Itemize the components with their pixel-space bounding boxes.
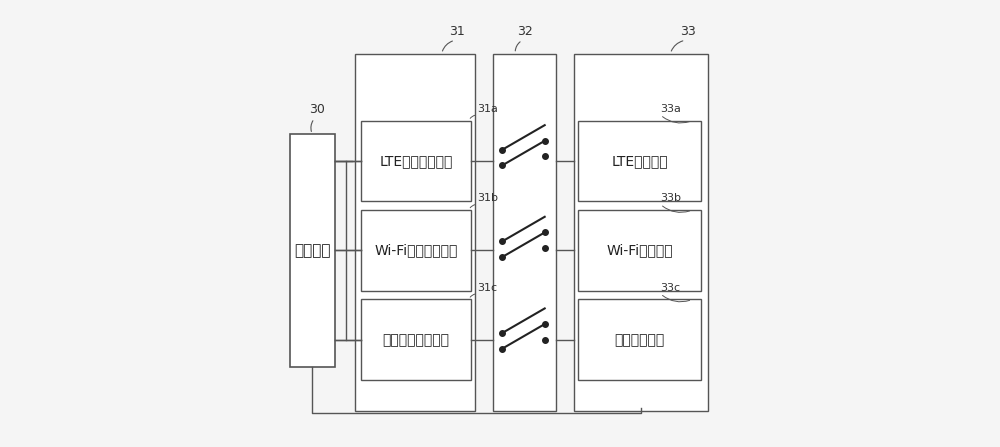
Text: 蓝牙调制解调电路: 蓝牙调制解调电路 [383,333,450,347]
FancyBboxPatch shape [355,54,475,411]
Text: 31b: 31b [478,194,499,203]
FancyBboxPatch shape [578,299,701,380]
Text: 31a: 31a [478,104,499,114]
Text: 31c: 31c [478,283,498,293]
Text: 控制芯片: 控制芯片 [294,243,331,258]
FancyBboxPatch shape [361,121,471,201]
Text: 33b: 33b [660,194,681,203]
Text: Wi-Fi调制解调电路: Wi-Fi调制解调电路 [374,243,458,257]
Text: LTE调制解调电路: LTE调制解调电路 [380,154,453,168]
Text: LTE射频链路: LTE射频链路 [611,154,668,168]
FancyBboxPatch shape [493,54,556,411]
Text: Wi-Fi射频链路: Wi-Fi射频链路 [606,243,673,257]
Text: 蓝牙射频链路: 蓝牙射频链路 [615,333,665,347]
FancyBboxPatch shape [574,54,708,411]
FancyBboxPatch shape [578,121,701,201]
Text: 33: 33 [680,25,696,38]
Text: 32: 32 [517,25,532,38]
Text: 30: 30 [309,103,325,116]
Text: 33c: 33c [660,283,680,293]
FancyBboxPatch shape [361,299,471,380]
FancyBboxPatch shape [361,210,471,291]
Text: 33a: 33a [660,104,681,114]
FancyBboxPatch shape [290,134,335,367]
Text: 31: 31 [449,25,465,38]
FancyBboxPatch shape [578,210,701,291]
